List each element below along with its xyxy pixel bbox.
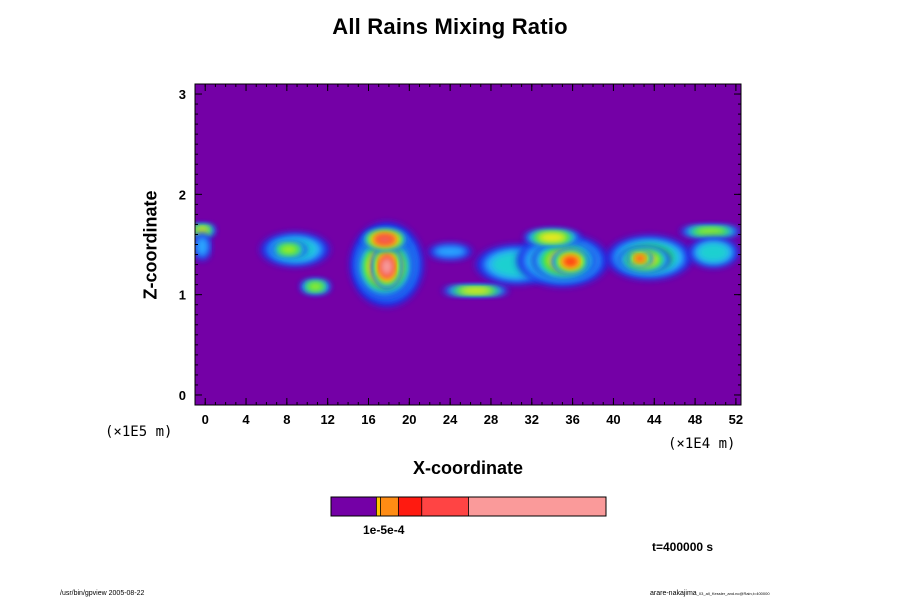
rain-cell-band (376, 235, 394, 244)
colorbar-segment (398, 497, 422, 516)
colorbar-frame (330, 496, 607, 517)
y-tick-label: 1 (179, 288, 186, 303)
colorbar-label: 1e-5e-4 (363, 523, 405, 537)
x-tick-label: 52 (729, 412, 743, 427)
rain-cell-band (635, 255, 645, 262)
rain-cell-band (539, 233, 565, 242)
y-tick-label: 2 (179, 187, 186, 202)
y-tick-label: 3 (179, 87, 186, 102)
colorbar-segment (421, 497, 469, 516)
x-tick-label: 16 (361, 412, 375, 427)
x-axis-label: X-coordinate (412, 458, 523, 478)
rain-cell-band (308, 283, 323, 291)
rain-cell-band (433, 245, 467, 258)
y-axis-label: Z-coordinate (140, 190, 161, 300)
rain-cell-band (695, 228, 726, 235)
colorbar-segment (331, 497, 377, 516)
rain-cell-band (697, 243, 730, 262)
x-tick-label: 12 (320, 412, 334, 427)
y-tick-label: 0 (179, 388, 186, 403)
rain-cell-band (196, 227, 209, 234)
x-tick-label: 0 (202, 412, 209, 427)
rain-cell-band (280, 245, 298, 254)
colorbar-segment (468, 497, 606, 516)
x-tick-label: 24 (443, 412, 458, 427)
colorbar-segment (376, 497, 381, 516)
x-tick-label: 48 (688, 412, 702, 427)
x-scale-label: (×1E4 m) (668, 436, 736, 452)
chart-title: All Rains Mixing Ratio (332, 14, 568, 39)
x-tick-label: 44 (647, 412, 662, 427)
rain-cell-band (195, 236, 209, 257)
footer-right-main: arare-nakajima (650, 590, 697, 597)
footer-right-small: _03_all_Kessler_and.nc@Rain,t=400000 (696, 591, 770, 596)
time-label: t=400000 s (652, 540, 714, 554)
x-tick-label: 32 (525, 412, 539, 427)
colorbar-segment (380, 497, 399, 516)
rain-cell-band (563, 256, 578, 267)
rain-cell-band (460, 288, 491, 293)
x-tick-label: 20 (402, 412, 416, 427)
x-tick-label: 40 (606, 412, 620, 427)
footer-left: /usr/bin/gpview 2005-08-22 (60, 590, 145, 597)
rain-cell-band (381, 258, 393, 275)
footer-right: arare-nakajima_03_all_Kessler_and.nc@Rai… (650, 590, 770, 597)
x-tick-label: 36 (565, 412, 579, 427)
x-tick-label: 8 (283, 412, 290, 427)
y-scale-label: (×1E5 m) (105, 424, 173, 440)
x-tick-label: 28 (484, 412, 498, 427)
x-tick-label: 4 (242, 412, 250, 427)
